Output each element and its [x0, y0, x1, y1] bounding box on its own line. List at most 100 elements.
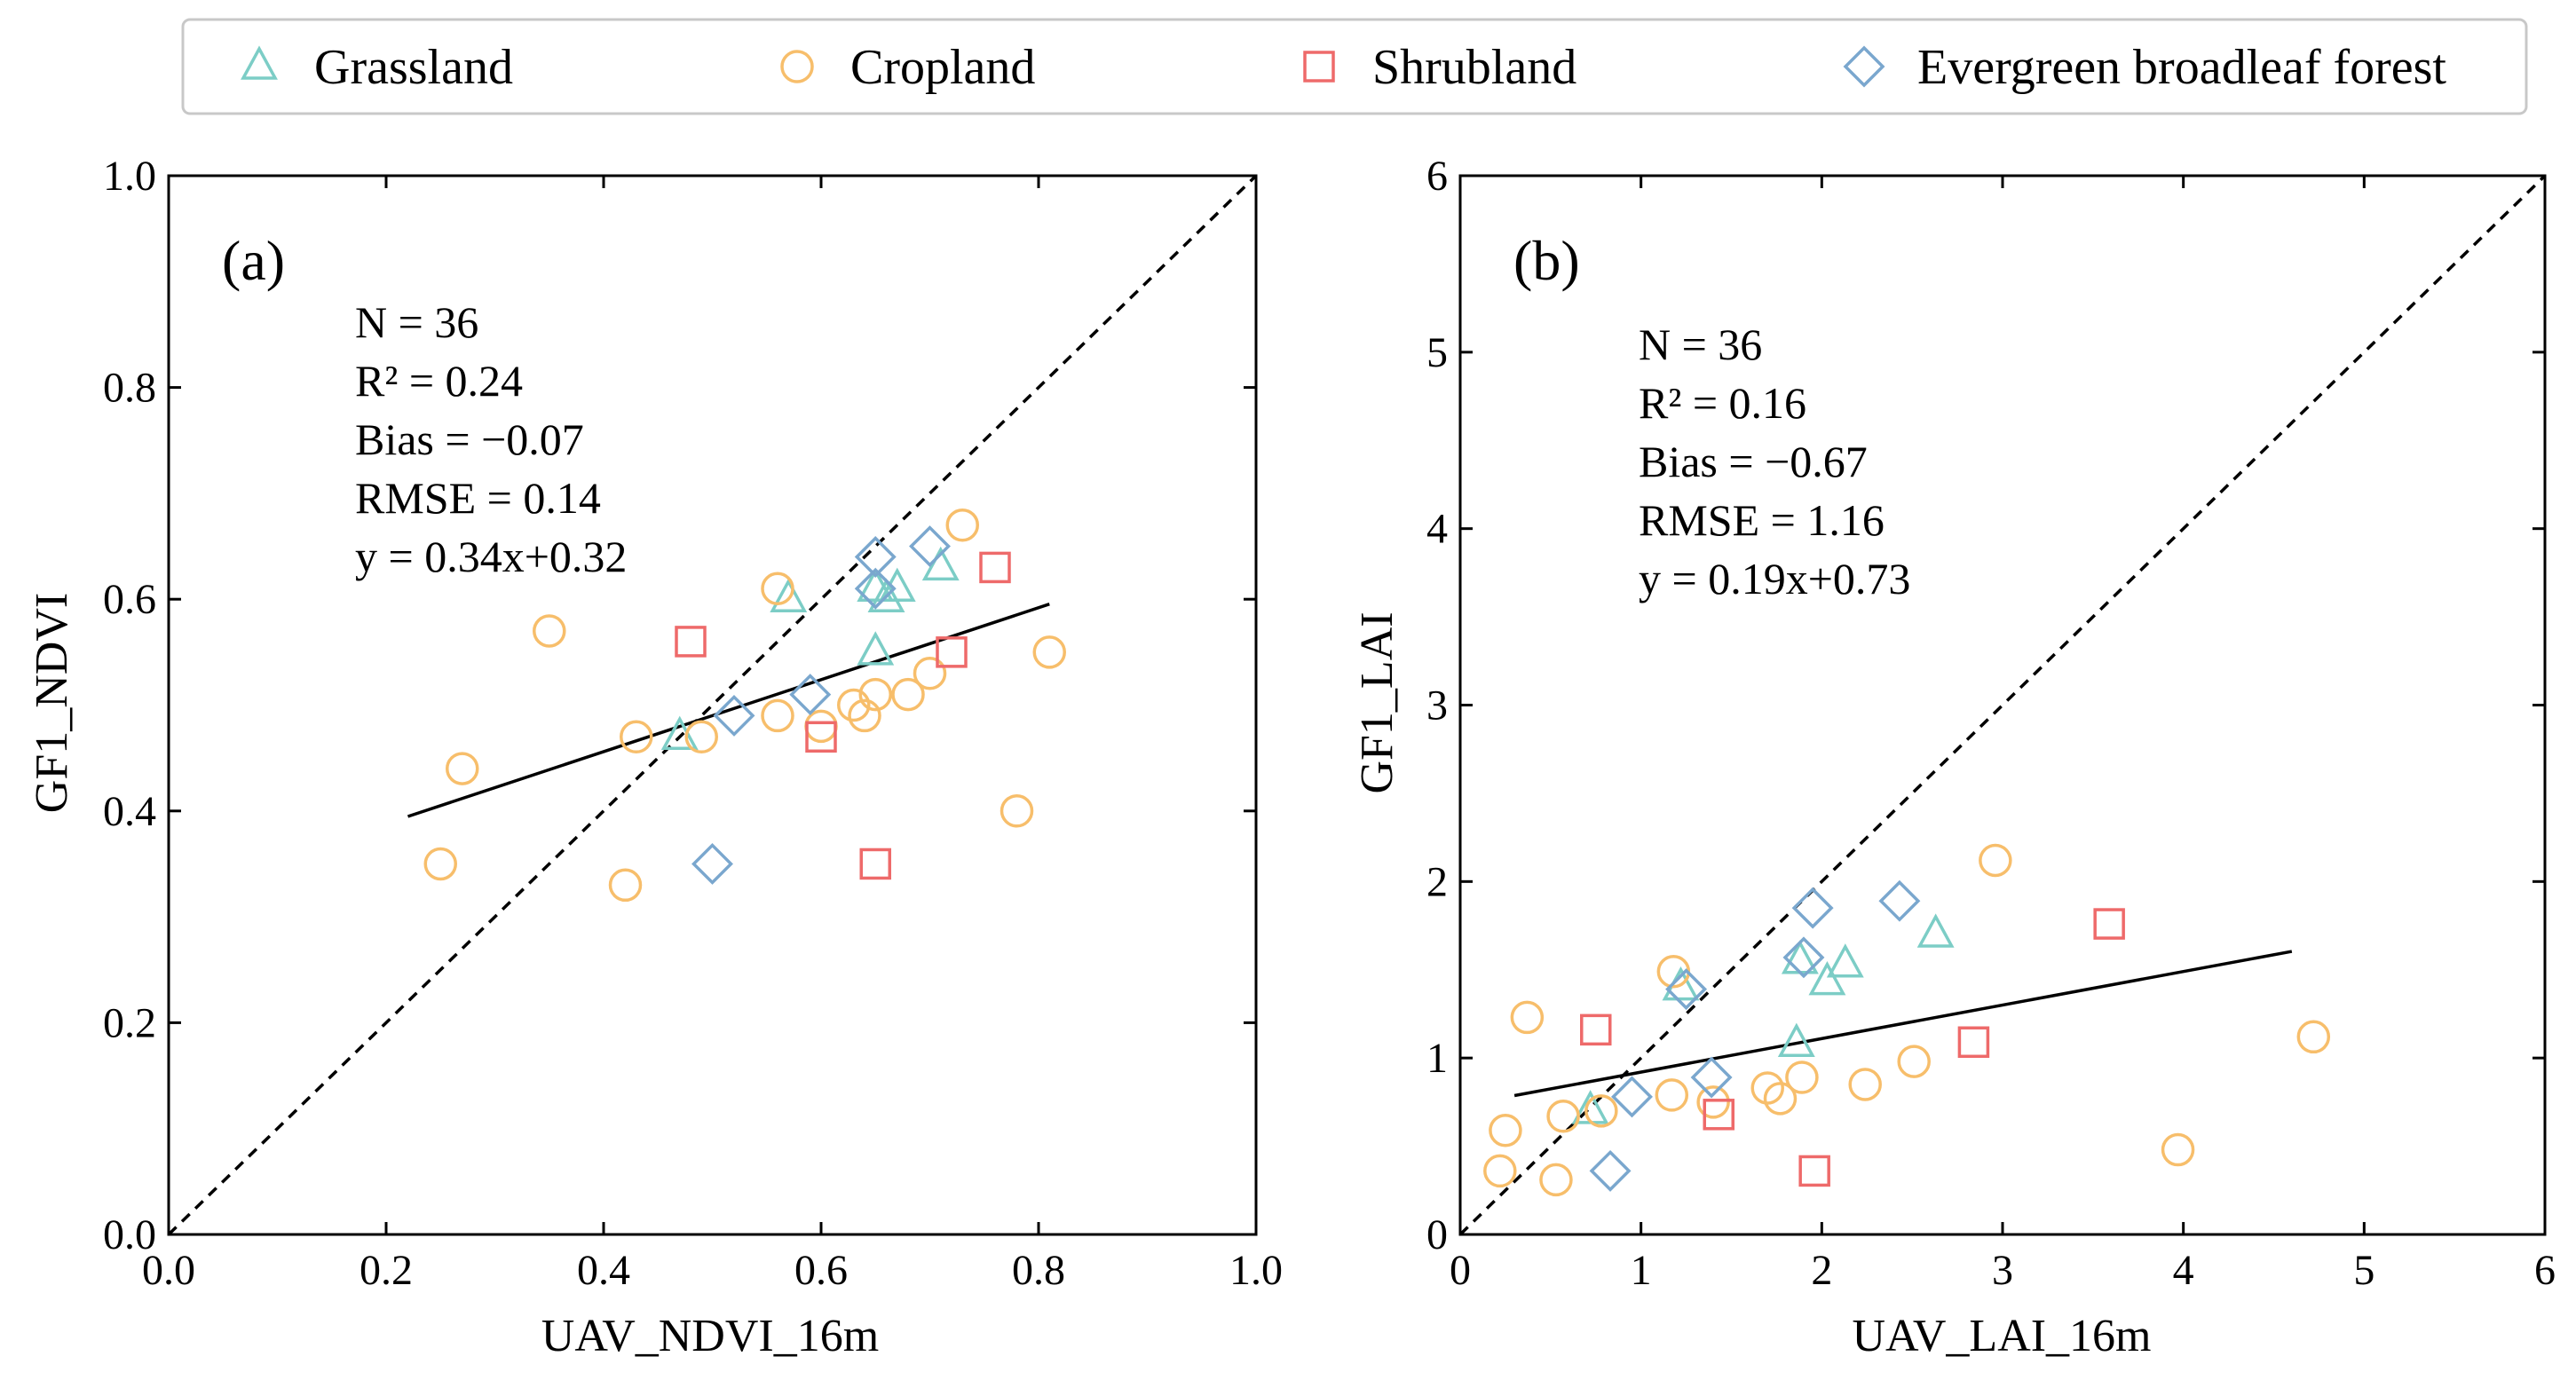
panel-b-point-cropland: [1546, 1100, 1580, 1133]
panel-a-point-grassland: [867, 578, 905, 612]
panel-b-point-evergreen-broadleaf-forest: [1878, 879, 1921, 922]
panel-a-point-evergreen-broadleaf-forest: [854, 567, 897, 610]
panel-a-x-tick-label: 0.0: [142, 1247, 195, 1294]
panel-b-stats: N = 36 R² = 0.16 Bias = −0.67 RMSE = 1.1…: [1639, 319, 1910, 603]
panel-b-x-tick-label: 5: [2353, 1247, 2375, 1294]
panel-b-point-cropland: [1897, 1045, 1931, 1078]
panel-b-point-cropland: [1979, 843, 2012, 878]
panel-a-y-tick-label: 0.6: [103, 576, 156, 623]
panel-a-x-tick-label: 1.0: [1229, 1247, 1283, 1294]
panel-b-point-cropland: [2161, 1132, 2195, 1167]
legend-square-marker: [1303, 51, 1335, 83]
panel-a-fit-line: [407, 603, 1050, 818]
panel-a-point-grassland: [770, 578, 808, 612]
panel-b-y-tick-label: 1: [1426, 1035, 1448, 1082]
panel-b-point-evergreen-broadleaf-forest: [1589, 1149, 1632, 1192]
panel-b-point-grassland: [1826, 943, 1864, 978]
panel-a-plot-frame: [167, 174, 1258, 1236]
panel-a-x-tick-label: 0.4: [577, 1247, 630, 1294]
panel-b-series-evergreen-broadleaf-forest: [1589, 879, 1921, 1192]
panel-a-point-cropland: [684, 720, 718, 754]
panel-a-point-cropland: [761, 698, 794, 733]
panel-b-x-axis-label: UAV_LAI_16m: [1852, 1311, 2151, 1361]
panel-a-point-cropland: [423, 847, 457, 881]
panel-b-point-cropland: [1539, 1163, 1573, 1197]
panel-b-y-tick-label: 5: [1426, 329, 1448, 376]
panel-b-series-cropland: [1483, 843, 2331, 1197]
legend-item-evergreen-broadleaf-forest: Evergreen broadleaf forest: [1843, 40, 2446, 95]
legend-label-grassland: Grassland: [314, 40, 513, 95]
panel-a-point-cropland: [620, 720, 653, 754]
panel-a-point-cropland: [1032, 635, 1066, 669]
legend: Grassland Cropland Shrubland Evergreen b…: [181, 18, 2528, 115]
legend-item-shrubland: Shrubland: [1303, 40, 1576, 95]
legend-triangle-marker: [241, 45, 278, 80]
panel-a-point-cropland: [804, 709, 838, 744]
legend-frame: [181, 18, 2528, 115]
panel-b-point-shrubland: [1703, 1099, 1734, 1131]
panel-a-x-tick-label: 0.2: [360, 1247, 413, 1294]
panel-a-y-tick-label: 0.0: [103, 1211, 156, 1258]
panel-b: (b) UAV_LAI_16m GF1_LAI N = 36 R² = 0.16…: [1352, 153, 2556, 1361]
panel-a-point-evergreen-broadleaf-forest: [854, 536, 897, 578]
panel-a-point-evergreen-broadleaf-forest: [909, 525, 951, 568]
panel-a-stat-n: N = 36: [355, 297, 478, 347]
legend-label-evergreen-broadleaf-forest: Evergreen broadleaf forest: [1917, 40, 2446, 95]
panel-a-y-tick-label: 0.4: [103, 788, 156, 835]
panel-b-stat-bias: Bias = −0.67: [1639, 437, 1868, 486]
panel-b-point-evergreen-broadleaf-forest: [1690, 1056, 1733, 1099]
panel-b-point-shrubland: [2093, 908, 2125, 940]
panel-b-point-cropland: [1763, 1082, 1798, 1116]
panel-b-point-grassland: [1777, 1022, 1815, 1058]
panel-a-point-evergreen-broadleaf-forest: [713, 694, 755, 737]
panel-a-y-tick-label: 0.2: [103, 999, 156, 1046]
panel-b-x-tick-label: 6: [2534, 1247, 2556, 1294]
panel-b-series-grassland: [1571, 913, 1955, 1124]
panel-a-point-shrubland: [675, 626, 707, 658]
panel-b-stat-rmse: RMSE = 1.16: [1639, 495, 1885, 545]
panel-b-point-shrubland: [1798, 1155, 1830, 1187]
panel-a-stat-r2: R² = 0.24: [355, 356, 523, 406]
panel-a-point-shrubland: [979, 551, 1011, 584]
panel-a-point-cropland: [858, 677, 892, 712]
legend-marker-triangle-icon: [241, 45, 278, 80]
legend-marker-square-icon: [1303, 51, 1335, 83]
legend-marker-diamond-icon: [1843, 45, 1885, 88]
panel-a-point-cropland: [945, 508, 979, 542]
panel-b-stat-r2: R² = 0.16: [1639, 378, 1806, 428]
legend-item-grassland: Grassland: [241, 40, 513, 95]
panel-a-point-grassland: [921, 546, 960, 581]
panel-b-y-tick-label: 3: [1426, 682, 1448, 729]
panel-b-x-tick-label: 2: [1811, 1247, 1832, 1294]
panel-a-point-evergreen-broadleaf-forest: [691, 842, 733, 885]
legend-diamond-marker: [1843, 45, 1885, 88]
panel-a-y-tick-label: 0.8: [103, 365, 156, 412]
panel-a-stat-bias: Bias = −0.07: [355, 414, 584, 464]
panel-a-point-cropland: [608, 868, 643, 903]
panel-b-y-axis-label: GF1_LAI: [1352, 611, 1403, 793]
panel-b-point-evergreen-broadleaf-forest: [1665, 968, 1708, 1011]
panel-b-point-evergreen-broadleaf-forest: [1611, 1076, 1653, 1118]
panel-a-stat-rmse: RMSE = 0.14: [355, 473, 601, 523]
panel-b-point-cropland: [1483, 1154, 1517, 1188]
panel-a-series-cropland: [423, 508, 1066, 903]
legend-circle-marker: [780, 50, 814, 83]
panel-b-point-evergreen-broadleaf-forest: [1782, 936, 1825, 979]
panel-a-point-cropland: [533, 614, 566, 648]
panel-a-point-cropland: [446, 752, 479, 785]
panel-b-point-grassland: [1916, 913, 1955, 948]
panel-a-point-grassland: [857, 631, 895, 666]
panel-a-label: (a): [222, 229, 285, 292]
panel-b-point-cropland: [1584, 1094, 1618, 1128]
panel-b-point-cropland: [1785, 1061, 1819, 1094]
panel-a-point-cropland: [1000, 794, 1034, 828]
panel-a-y-tick-label: 1.0: [103, 153, 156, 200]
panel-b-point-cropland: [2296, 1020, 2331, 1054]
panel-a-stats: N = 36 R² = 0.24 Bias = −0.07 RMSE = 0.1…: [355, 297, 627, 581]
panel-b-x-tick-label: 1: [1631, 1247, 1652, 1294]
panel-a-point-cropland: [761, 572, 794, 606]
panel-a-point-evergreen-broadleaf-forest: [789, 674, 832, 716]
panel-a-point-shrubland: [805, 721, 837, 753]
panel-b-x-tick-label: 4: [2173, 1247, 2194, 1294]
